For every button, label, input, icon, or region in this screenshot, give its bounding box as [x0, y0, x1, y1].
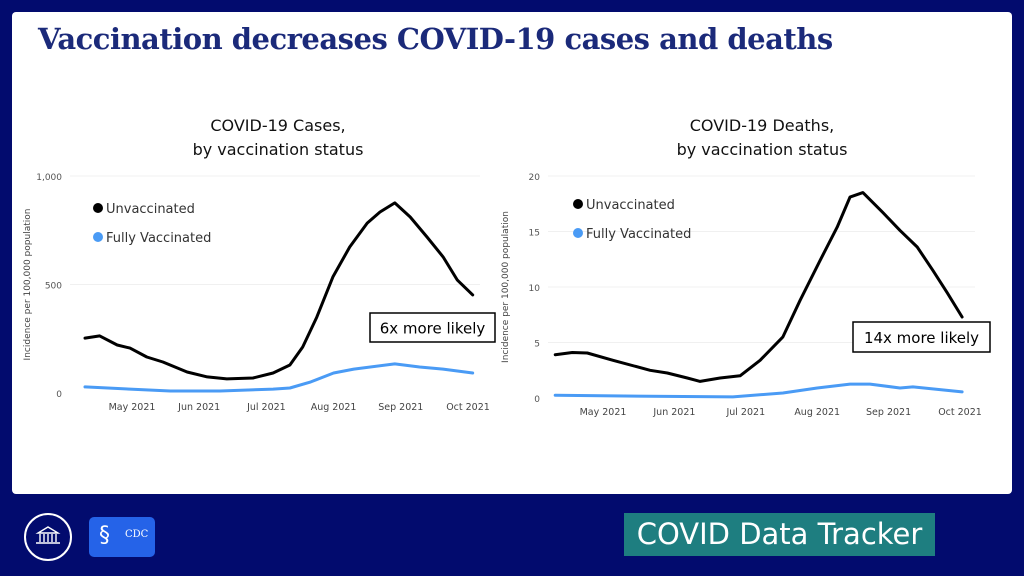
cases-legend-marker-1: [93, 232, 103, 242]
cases-ytick-label: 500: [45, 282, 62, 292]
deaths-xtick-label: Jul 2021: [725, 407, 765, 418]
cases-series-unvaccinated-line: [83, 201, 475, 381]
deaths-annotation-text: 14x more likely: [864, 329, 979, 347]
cases-xtick-label: Aug 2021: [311, 402, 357, 413]
cases-legend-marker-0: [93, 203, 103, 213]
deaths-title-line2: by vaccination status: [676, 140, 848, 159]
cases-ytick-label: 0: [56, 390, 62, 400]
white-house-logo[interactable]: [24, 513, 72, 561]
deaths-xtick-label: May 2021: [580, 407, 627, 418]
deaths-ytick-label: 20: [529, 173, 541, 183]
deaths-xtick-label: Aug 2021: [794, 407, 840, 418]
deaths-series-unvaccinated-line: [553, 191, 964, 383]
cdc-logo-text: CDC: [125, 529, 149, 540]
deaths-annotation-box: [852, 321, 991, 353]
deaths-ytick-label: 15: [529, 229, 540, 239]
hhs-eagle-icon: §: [99, 523, 110, 548]
deaths-legend-marker-1: [573, 228, 583, 238]
cdc-logo[interactable]: § CDC: [89, 517, 155, 557]
cases-xtick-label: Jun 2021: [177, 402, 220, 413]
cases-chart-title: COVID-19 Cases, by vaccination status: [128, 114, 428, 162]
deaths-xtick-label: Jun 2021: [652, 407, 695, 418]
deaths-ytick-label: 5: [534, 340, 540, 350]
covid-data-tracker-label[interactable]: COVID Data Tracker: [624, 513, 935, 556]
cases-xtick-label: Jul 2021: [246, 402, 286, 413]
deaths-title-line1: COVID-19 Deaths,: [689, 116, 835, 135]
deaths-legend-label-1: Fully Vaccinated: [586, 227, 691, 242]
cases-title-line1: COVID-19 Cases,: [210, 116, 346, 135]
deaths-xtick-label: Sep 2021: [866, 407, 911, 418]
cases-ytick-label: 1,000: [36, 173, 62, 183]
deaths-ytick-label: 0: [534, 395, 540, 405]
cases-series-fully-vaccinated-line: [83, 362, 475, 393]
deaths-ytick-label: 10: [529, 284, 541, 294]
white-house-icon: [35, 526, 61, 544]
deaths-legend-label-0: Unvaccinated: [586, 198, 675, 213]
cases-annotation-box: [369, 312, 496, 343]
cases-title-line2: by vaccination status: [192, 140, 364, 159]
cases-xtick-label: Oct 2021: [446, 402, 490, 413]
slide-panel: [12, 12, 1012, 494]
cases-y-axis-label: Incidence per 100,000 population: [23, 209, 33, 361]
deaths-legend-marker-0: [573, 199, 583, 209]
cases-xtick-label: Sep 2021: [378, 402, 423, 413]
deaths-chart-title: COVID-19 Deaths, by vaccination status: [612, 114, 912, 162]
cases-legend-label-0: Unvaccinated: [106, 202, 195, 217]
cases-xtick-label: May 2021: [109, 402, 156, 413]
deaths-xtick-label: Oct 2021: [938, 407, 982, 418]
cases-legend-label-1: Fully Vaccinated: [106, 231, 211, 246]
deaths-y-axis-label: Incidence per 100,000 population: [501, 211, 511, 363]
slide-title: Vaccination decreases COVID-19 cases and…: [38, 22, 833, 56]
deaths-series-fully-vaccinated-line: [553, 382, 964, 399]
cases-annotation-text: 6x more likely: [380, 320, 486, 338]
